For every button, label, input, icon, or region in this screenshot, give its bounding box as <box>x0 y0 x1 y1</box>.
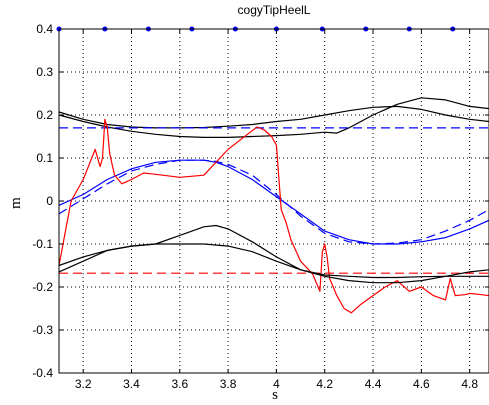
y-tick-label: 0.3 <box>36 65 53 79</box>
series-line-4 <box>58 159 489 245</box>
x-tick-label: 4.4 <box>365 377 382 391</box>
x-tick-label: 4.6 <box>413 377 430 391</box>
series-line-5 <box>58 159 489 245</box>
y-tick-label: 0.2 <box>36 108 53 122</box>
x-tick-label: 3.8 <box>220 377 237 391</box>
x-tick-label: 3.6 <box>171 377 188 391</box>
grid <box>59 29 489 373</box>
y-tick-label: -0.4 <box>32 366 53 380</box>
x-tick-label: 3.4 <box>123 377 140 391</box>
y-tick-label: -0.1 <box>32 237 53 251</box>
y-tick-label: -0.2 <box>32 280 53 294</box>
x-tick-label: 4 <box>273 377 280 391</box>
x-tick-label: 3.2 <box>75 377 92 391</box>
series-line-8 <box>58 224 489 284</box>
y-tick-label: 0.4 <box>36 22 53 36</box>
series-line-1 <box>58 105 489 129</box>
series-line-9 <box>58 243 489 279</box>
series-line-2 <box>58 97 489 138</box>
series-line-7 <box>58 118 489 314</box>
y-tick-label: -0.3 <box>32 323 53 337</box>
series-layer <box>58 97 489 314</box>
y-axis-title: m <box>8 197 24 209</box>
y-axis: -0.4 -0.3 -0.2 -0.1 0 0.1 0.2 0.3 0.4 <box>32 22 489 380</box>
x-tick-label: 4.2 <box>316 377 333 391</box>
x-tick-label: 4.8 <box>461 377 478 391</box>
x-axis: 3.2 3.4 3.6 3.8 4 4.2 4.4 4.6 4.8 <box>75 29 478 391</box>
chart-title: cogyTipHeelL <box>238 3 311 17</box>
x-axis-title: s <box>272 387 278 403</box>
y-tick-label: 0.1 <box>36 151 53 165</box>
y-tick-label: 0 <box>46 194 53 208</box>
